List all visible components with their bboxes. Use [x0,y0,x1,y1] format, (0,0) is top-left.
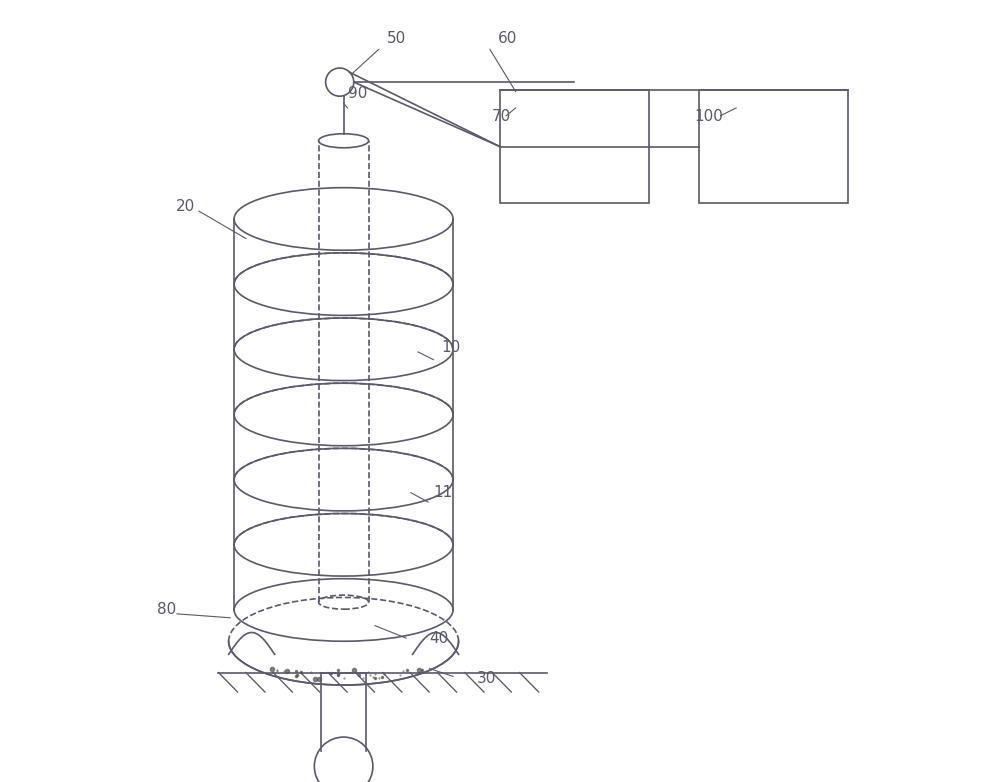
Bar [699,90,848,203]
Text: 40: 40 [430,631,449,646]
Text: 11: 11 [434,485,453,500]
Text: 30: 30 [477,671,496,686]
Bar [500,90,649,203]
Text: 100: 100 [694,109,723,124]
Text: 80: 80 [157,602,177,617]
Text: 50: 50 [387,31,406,46]
Text: 20: 20 [175,199,195,214]
Text: 60: 60 [498,31,517,46]
Text: 10: 10 [441,340,461,355]
Text: 70: 70 [492,109,511,124]
Text: 90: 90 [348,86,367,101]
